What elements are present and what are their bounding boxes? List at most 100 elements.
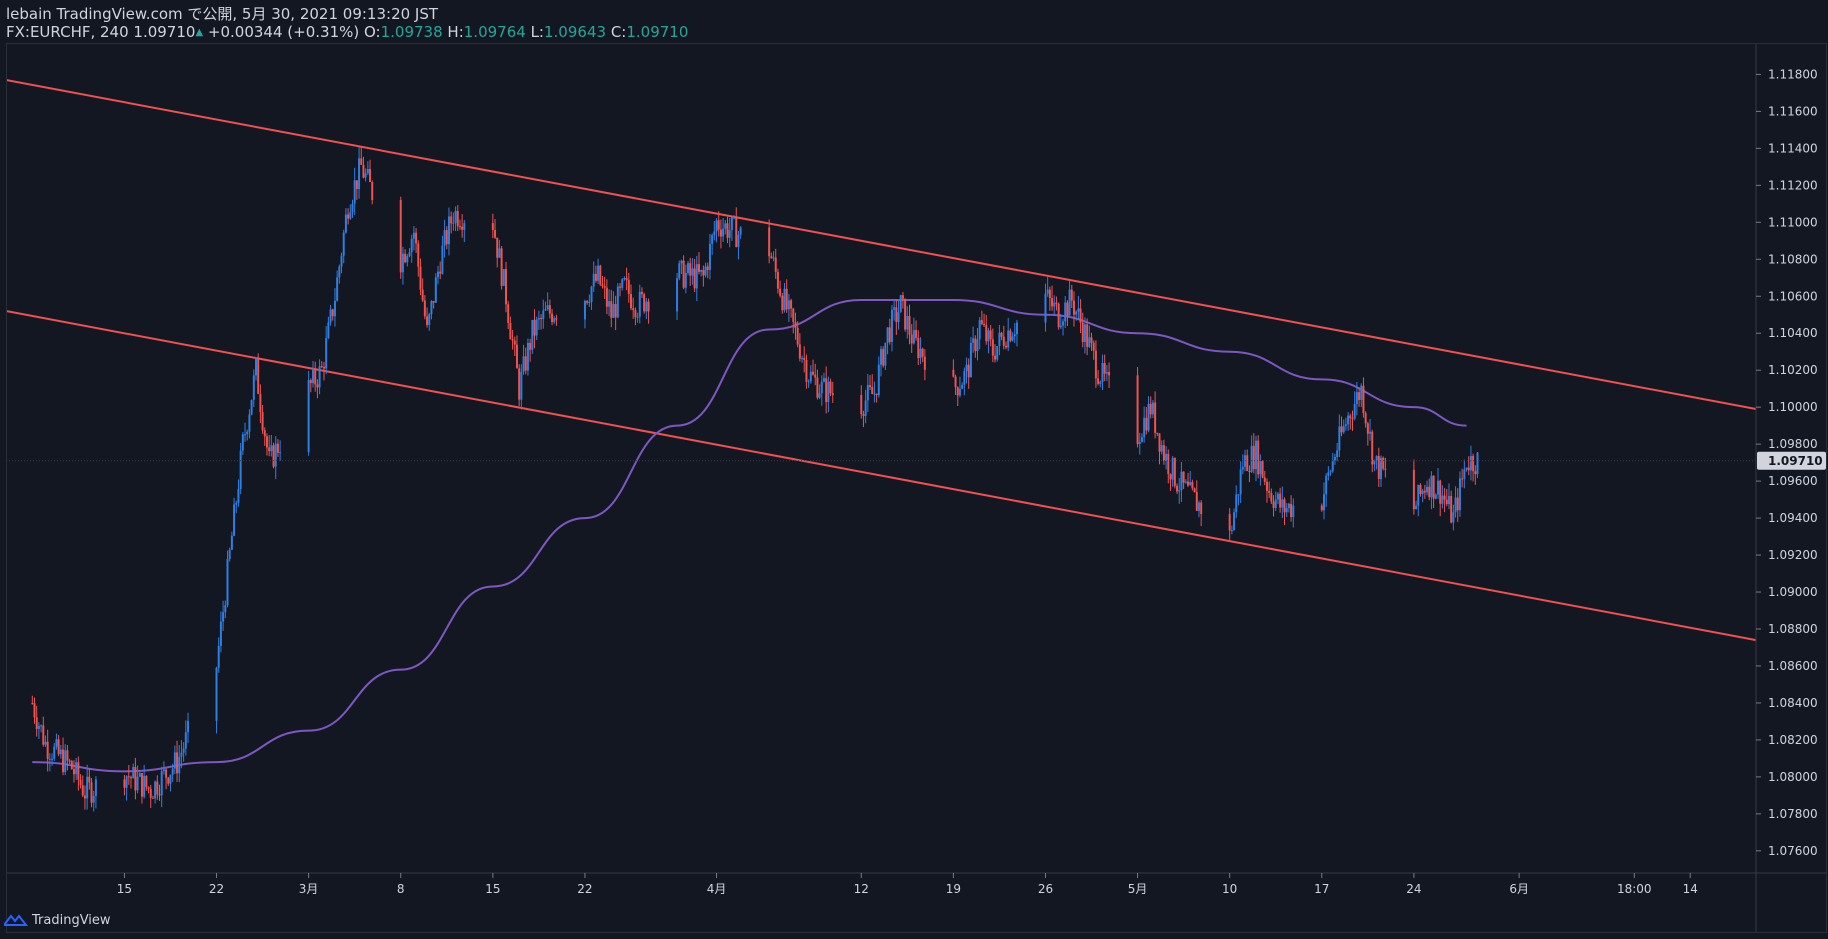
candle-down	[1428, 486, 1431, 498]
candlestick-chart[interactable]: 1.11800 1.11600 1.11400 1.11200 1.11000 1.108…	[6, 43, 1827, 934]
price-tick-label: 1.07800	[1768, 807, 1818, 821]
time-tick-label: 4月	[707, 882, 727, 896]
candle-down	[594, 273, 597, 281]
candle-up	[1062, 321, 1065, 326]
candle-down	[491, 223, 494, 230]
candle-up	[583, 300, 586, 320]
candle-up	[1151, 402, 1154, 415]
candle-down	[1187, 481, 1190, 486]
candle-down	[81, 785, 84, 796]
candle-up	[1421, 490, 1424, 494]
footer[interactable]: TradingView	[4, 908, 111, 932]
candle-up	[1327, 472, 1330, 476]
candle-down	[706, 266, 709, 270]
candle-down	[439, 271, 442, 274]
candle-up	[546, 305, 549, 310]
price-tick-label: 1.10600	[1768, 289, 1818, 303]
candle-up	[987, 330, 990, 342]
candle-down	[1366, 423, 1369, 434]
candle-up	[588, 302, 591, 304]
candle-up	[1430, 475, 1433, 498]
candle-down	[917, 337, 920, 359]
candle-up	[338, 266, 341, 278]
candle-down	[176, 752, 179, 774]
candle-down	[915, 330, 918, 338]
candle-up	[40, 725, 43, 727]
time-tick-label: 22	[577, 882, 592, 896]
candle-down	[127, 776, 130, 778]
candle-up	[1353, 404, 1356, 419]
chart-area[interactable]: 1.11800 1.11600 1.11400 1.11200 1.11000 1.108…	[6, 43, 1827, 934]
candle-up	[520, 371, 523, 400]
candle-down	[1263, 477, 1266, 482]
candle-up	[237, 489, 240, 503]
candle-up	[1178, 490, 1181, 492]
candle-down	[640, 291, 643, 295]
symbol-ohlc-line: FX:EURCHF, 240 1.09710▲ +0.00344 (+0.31%…	[6, 23, 688, 42]
candle-down	[689, 263, 692, 276]
time-tick-label: 15	[485, 882, 500, 896]
candle-up	[1083, 324, 1086, 342]
candle-down	[1145, 417, 1148, 431]
candle-down	[415, 232, 418, 244]
price-tick-label: 1.08600	[1768, 659, 1818, 673]
candle-up	[233, 504, 236, 536]
candle-up	[680, 260, 683, 264]
candle-down	[1005, 345, 1007, 348]
symbol-label: FX:EURCHF, 240 1.09710	[6, 23, 196, 41]
candle-down	[140, 773, 143, 797]
candle-up	[1454, 497, 1457, 513]
candle-down	[1094, 350, 1097, 379]
candle-up	[1105, 371, 1108, 374]
candle-up	[336, 277, 339, 301]
close-value: 1.09710	[626, 23, 689, 41]
candle-up	[270, 445, 273, 452]
candle-up	[1434, 494, 1437, 499]
candle-up	[877, 364, 880, 396]
time-tick-label: 6月	[1509, 882, 1529, 896]
candle-up	[226, 559, 229, 606]
candle-down	[1461, 478, 1464, 480]
channel-lines[interactable]	[6, 78, 1757, 642]
candle-down	[42, 725, 45, 745]
candle-down	[529, 342, 532, 350]
candle-down	[1268, 490, 1271, 493]
candle-down	[555, 318, 558, 320]
candle-down	[1246, 455, 1249, 471]
candle-down	[158, 794, 161, 796]
candle-down	[625, 278, 628, 280]
candle-up	[724, 223, 727, 229]
candle-down	[458, 226, 461, 228]
candle-up	[1458, 478, 1461, 511]
candle-down	[1351, 418, 1354, 420]
candle-up	[713, 231, 716, 236]
candle-up	[739, 227, 742, 235]
candle-up	[178, 756, 181, 774]
candle-up	[728, 230, 731, 238]
candle-down	[1176, 485, 1179, 492]
candle-down	[524, 356, 527, 371]
candle-up	[325, 338, 328, 369]
candle-up	[248, 414, 251, 432]
candle-down	[1261, 461, 1264, 478]
candle-down	[697, 264, 700, 272]
candle-down	[1081, 322, 1084, 342]
candle-up	[822, 378, 825, 382]
candle-down	[1279, 493, 1282, 508]
candle-up	[961, 384, 964, 389]
current-price-badge	[1757, 451, 1826, 470]
candle-up	[132, 767, 135, 779]
candle-up	[255, 358, 257, 376]
candle-down	[1362, 385, 1365, 414]
price-tick-label: 1.10000	[1768, 400, 1818, 414]
candle-down	[983, 323, 986, 326]
candle-up	[590, 286, 593, 303]
candle-up	[608, 301, 611, 307]
candle-down	[123, 779, 126, 788]
candle-down	[272, 445, 275, 467]
candle-up	[342, 232, 345, 256]
candle-up	[1068, 289, 1071, 316]
candle-up	[1452, 512, 1455, 523]
candle-down	[1358, 392, 1361, 400]
